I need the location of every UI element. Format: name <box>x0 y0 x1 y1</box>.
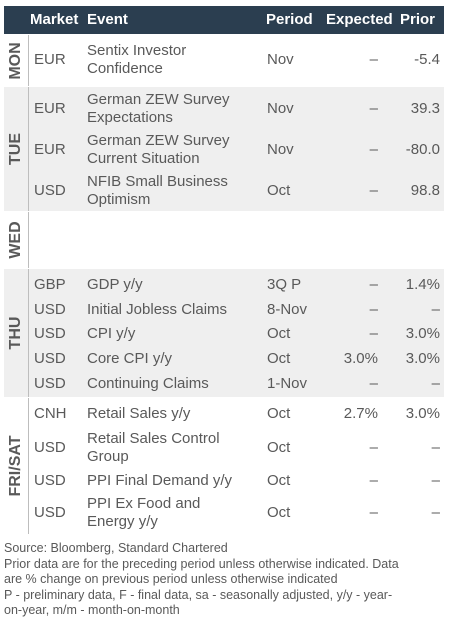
prior-cell: 39.3 <box>410 100 440 117</box>
event-cell: Sentix Investor Confidence <box>87 42 187 77</box>
period-cell: 8-Nov <box>267 301 308 318</box>
expected-cell: – <box>369 325 378 342</box>
expected-cell: – <box>369 301 378 318</box>
period-cell: Nov <box>267 51 294 68</box>
expected-cell: – <box>369 182 378 199</box>
event-cell: GDP y/y <box>87 276 143 293</box>
source-note: Source: Bloomberg, Standard Chartered <box>4 541 228 555</box>
expected-cell: – <box>369 439 378 456</box>
event-cell: NFIB Small Business Optimism <box>87 173 228 208</box>
market-cell: EUR <box>34 100 66 117</box>
expected-cell: – <box>369 504 378 521</box>
period-cell: Oct <box>267 472 291 489</box>
market-cell: EUR <box>34 141 66 158</box>
expected-cell: – <box>369 472 378 489</box>
prior-cell: -80.0 <box>405 141 440 158</box>
event-cell: Retail Sales Control Group <box>87 430 220 465</box>
expected-cell: 2.7% <box>343 405 378 422</box>
event-cell: Core CPI y/y <box>87 350 173 367</box>
market-cell: CNH <box>34 405 67 422</box>
footer-notes: Source: Bloomberg, Standard Chartered Pr… <box>4 541 444 619</box>
footnote-line: P - preliminary data, F - final data, sa… <box>4 587 393 602</box>
day-group-wed: WED <box>4 212 444 269</box>
market-cell: USD <box>34 350 66 367</box>
market-cell: USD <box>34 375 66 392</box>
event-cell: Continuing Claims <box>87 375 209 392</box>
market-cell: GBP <box>34 276 66 293</box>
expected-cell: 3.0% <box>343 350 378 367</box>
period-cell: Oct <box>267 350 291 367</box>
day-group-tue: TUE EUR German ZEW Survey Expectations No… <box>4 87 444 212</box>
prior-cell: 3.0% <box>405 325 440 342</box>
expected-cell: – <box>369 375 378 392</box>
event-cell: Retail Sales y/y <box>87 405 191 422</box>
day-label: TUE <box>4 87 29 211</box>
period-cell: Oct <box>267 325 291 342</box>
period-cell: Oct <box>267 439 291 456</box>
expected-cell: – <box>369 100 378 117</box>
prior-cell: 3.0% <box>405 350 440 367</box>
market-cell: USD <box>34 301 66 318</box>
day-label: THU <box>4 269 29 397</box>
period-cell: 3Q P <box>267 276 302 293</box>
market-cell: USD <box>34 439 66 456</box>
footnote-line: are % change on previous period unless o… <box>4 572 338 586</box>
day-label: WED <box>4 212 29 268</box>
period-cell: Nov <box>267 100 294 117</box>
prior-cell: – <box>431 375 440 392</box>
prior-cell: 1.4% <box>405 276 440 293</box>
header-period: Period <box>266 11 313 28</box>
market-cell: USD <box>34 504 66 521</box>
expected-cell: – <box>369 276 378 293</box>
expected-cell: – <box>369 51 378 68</box>
day-group-fri-sat: FRI/SAT CNH Retail Sales y/y Oct 2.7% 3.… <box>4 398 444 535</box>
header-event: Event <box>87 11 128 28</box>
period-cell: 1-Nov <box>267 375 308 392</box>
period-cell: Oct <box>267 405 291 422</box>
prior-cell: 3.0% <box>405 405 440 422</box>
event-cell: CPI y/y <box>87 325 136 342</box>
market-cell: USD <box>34 472 66 489</box>
market-cell: USD <box>34 325 66 342</box>
market-cell: EUR <box>34 51 66 68</box>
period-cell: Oct <box>267 182 291 199</box>
period-cell: Oct <box>267 504 291 521</box>
day-group-thu: THU GBP GDP y/y 3Q P – 1.4% USD Initial … <box>4 269 444 398</box>
table-header: Market Event Period Expected Prior <box>4 6 444 34</box>
footnote-line: Prior data are for the preceding period … <box>4 556 399 571</box>
prior-cell: 98.8 <box>410 182 440 199</box>
event-cell: PPI Ex Food and Energy y/y <box>87 495 201 530</box>
prior-cell: – <box>431 504 440 521</box>
expected-cell: – <box>369 141 378 158</box>
header-expected: Expected <box>326 11 393 28</box>
header-prior: Prior <box>400 11 436 28</box>
day-label: MON <box>4 35 29 86</box>
footnote-line: on-year, m/m - month-on-month <box>4 603 180 617</box>
prior-cell: – <box>431 472 440 489</box>
event-cell: German ZEW Survey Current Situation <box>87 132 230 167</box>
event-cell: PPI Final Demand y/y <box>87 472 233 489</box>
prior-cell: – <box>431 301 440 318</box>
event-cell: Initial Jobless Claims <box>87 301 228 318</box>
prior-cell: -5.4 <box>414 51 440 68</box>
market-cell: USD <box>34 182 66 199</box>
header-market: Market <box>30 11 79 28</box>
event-cell: German ZEW Survey Expectations <box>87 91 230 126</box>
prior-cell: – <box>431 439 440 456</box>
day-group-mon: MON EUR Sentix Investor Confidence Nov – … <box>4 35 444 87</box>
day-label: FRI/SAT <box>4 398 29 534</box>
period-cell: Nov <box>267 141 294 158</box>
